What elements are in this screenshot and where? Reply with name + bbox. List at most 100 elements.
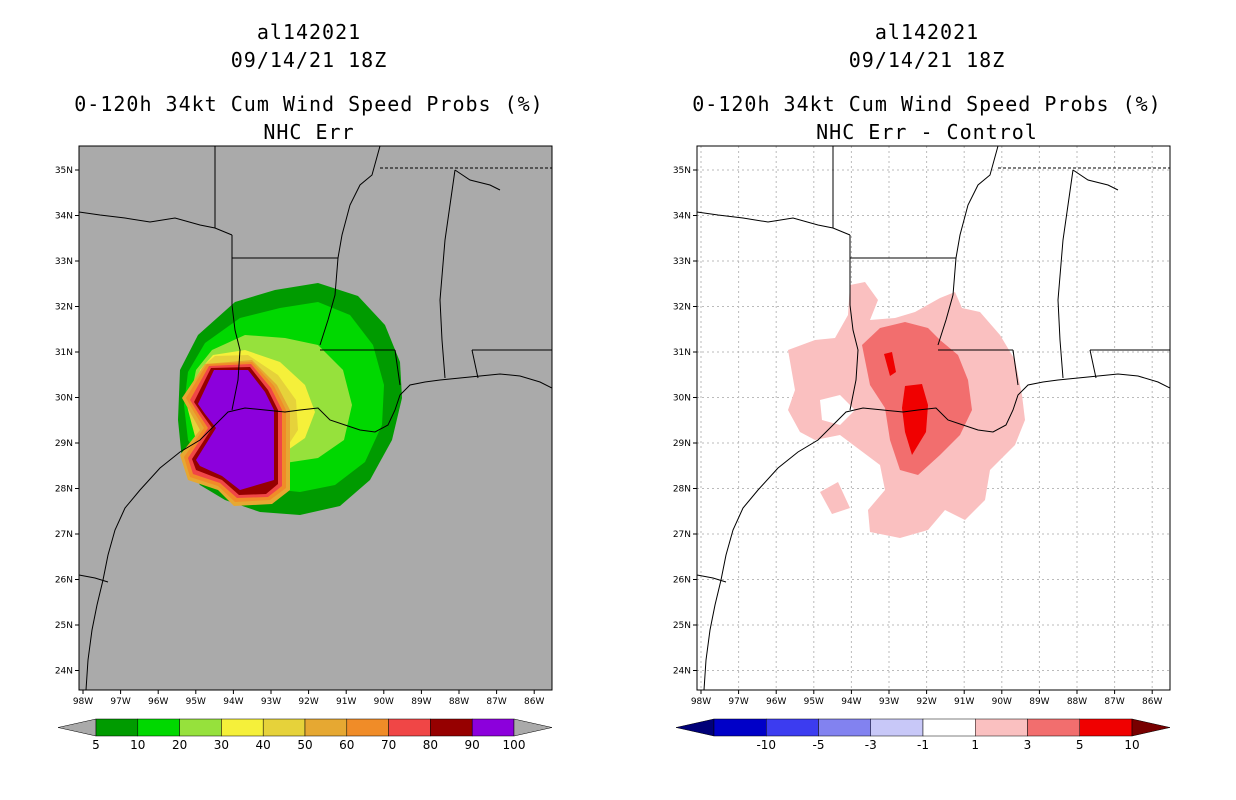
colorbar-under-arrow <box>57 718 97 737</box>
colorbar-swatch <box>388 718 431 737</box>
lon-label: 89W <box>411 697 431 707</box>
colorbar-swatch <box>1079 718 1133 737</box>
colorbar-over-arrow <box>1131 718 1171 737</box>
colorbar-swatch <box>870 718 924 737</box>
colorbar-label: -5 <box>813 738 825 752</box>
colorbar-swatch <box>430 718 473 737</box>
left-colorbar: 5 10 20 30 40 50 60 70 80 90 100 <box>57 718 553 752</box>
left-map-frame <box>78 145 553 691</box>
colorbar-swatch <box>922 718 976 737</box>
left-axis-ticks: 35N 34N 33N 32N 31N 30N 29N 28N 27N 26N 25N 24N 98W 9… <box>55 166 545 707</box>
colorbar-swatch <box>975 718 1028 737</box>
colorbar-label: 3 <box>1024 738 1032 752</box>
lat-label: 35N <box>673 166 691 176</box>
colorbar-label: -10 <box>756 738 776 752</box>
colorbar-label: 80 <box>423 738 438 752</box>
lat-label: 34N <box>673 212 691 222</box>
colorbar-label: 90 <box>465 738 480 752</box>
right-datetime: 09/14/21 18Z <box>848 48 1006 72</box>
lon-label: 91W <box>336 697 356 707</box>
right-axis-ticks: 35N 34N 33N 32N 31N 30N 29N 28N 27N 26N 25N 24N 98W 9… <box>673 166 1163 707</box>
lat-label: 31N <box>673 348 691 358</box>
colorbar-under-arrow <box>675 718 715 737</box>
colorbar-swatch <box>713 718 767 737</box>
colorbar-swatch <box>179 718 222 737</box>
lat-label: 33N <box>55 257 73 267</box>
colorbar-label: 1 <box>971 738 979 752</box>
colorbar-label: -1 <box>917 738 929 752</box>
left-subtitle: NHC Err <box>263 120 355 144</box>
lon-label: 90W <box>374 697 394 707</box>
lon-label: 88W <box>449 697 469 707</box>
lat-label: 31N <box>55 348 73 358</box>
lat-label: 30N <box>55 394 73 404</box>
lon-label: 93W <box>879 697 899 707</box>
lat-label: 29N <box>673 439 691 449</box>
lat-label: 34N <box>55 212 73 222</box>
left-storm-id: al142021 <box>256 20 362 44</box>
lat-label: 35N <box>55 166 73 176</box>
colorbar-swatch <box>766 718 819 737</box>
colorbar-swatch <box>95 718 139 737</box>
colorbar-label: 50 <box>297 738 312 752</box>
right-storm-id: al142021 <box>874 20 980 44</box>
colorbar-swatch <box>262 718 306 737</box>
lon-label: 94W <box>223 697 243 707</box>
right-map-outlines <box>697 146 1170 690</box>
colorbar-label: 10 <box>130 738 145 752</box>
lon-label: 87W <box>486 697 506 707</box>
lat-label: 28N <box>673 485 691 495</box>
lon-label: 96W <box>766 697 786 707</box>
colorbar-label: 40 <box>256 738 271 752</box>
colorbar-swatch <box>346 718 389 737</box>
lon-label: 90W <box>992 697 1012 707</box>
lon-label: 92W <box>916 697 936 707</box>
lon-label: 88W <box>1067 697 1087 707</box>
colorbar-label: -3 <box>865 738 877 752</box>
right-map-frame <box>696 145 1171 691</box>
colorbar-swatch <box>137 718 180 737</box>
lon-label: 96W <box>148 697 168 707</box>
lat-label: 26N <box>673 576 691 586</box>
lon-label: 92W <box>298 697 318 707</box>
lat-label: 26N <box>55 576 73 586</box>
colorbar-label: 60 <box>339 738 354 752</box>
lat-label: 24N <box>673 667 691 677</box>
lat-label: 29N <box>55 439 73 449</box>
colorbar-label: 10 <box>1124 738 1139 752</box>
lat-label: 25N <box>55 621 73 631</box>
lat-label: 33N <box>673 257 691 267</box>
lon-label: 97W <box>728 697 748 707</box>
lat-label: 28N <box>55 485 73 495</box>
lon-label: 95W <box>804 697 824 707</box>
lon-label: 89W <box>1029 697 1049 707</box>
right-map: 35N 34N 33N 32N 31N 30N 29N 28N 27N 26N 25N 24N 98W 9… <box>673 145 1171 707</box>
lon-label: 86W <box>1142 697 1162 707</box>
lat-label: 32N <box>673 303 691 313</box>
colorbar-label: 5 <box>1076 738 1084 752</box>
colorbar-label: 5 <box>92 738 100 752</box>
colorbar-swatch <box>221 718 264 737</box>
left-map-outlines <box>79 146 552 690</box>
lon-label: 98W <box>691 697 711 707</box>
lon-label: 86W <box>524 697 544 707</box>
lat-label: 27N <box>673 530 691 540</box>
lon-label: 87W <box>1104 697 1124 707</box>
left-probability-contours <box>178 283 402 515</box>
lon-label: 98W <box>73 697 93 707</box>
lat-label: 24N <box>55 667 73 677</box>
lon-label: 94W <box>841 697 861 707</box>
lat-label: 25N <box>673 621 691 631</box>
lat-label: 30N <box>673 394 691 404</box>
right-colorbar: -10 -5 -3 -1 1 3 5 10 <box>675 718 1171 752</box>
right-product-title: 0-120h 34kt Cum Wind Speed Probs (%) <box>692 92 1162 116</box>
lat-label: 32N <box>55 303 73 313</box>
colorbar-label: 70 <box>381 738 396 752</box>
colorbar-swatch <box>471 718 515 737</box>
lon-label: 95W <box>186 697 206 707</box>
lon-label: 97W <box>110 697 130 707</box>
lon-label: 91W <box>954 697 974 707</box>
colorbar-swatch <box>1027 718 1080 737</box>
colorbar-over-arrow <box>513 718 553 737</box>
